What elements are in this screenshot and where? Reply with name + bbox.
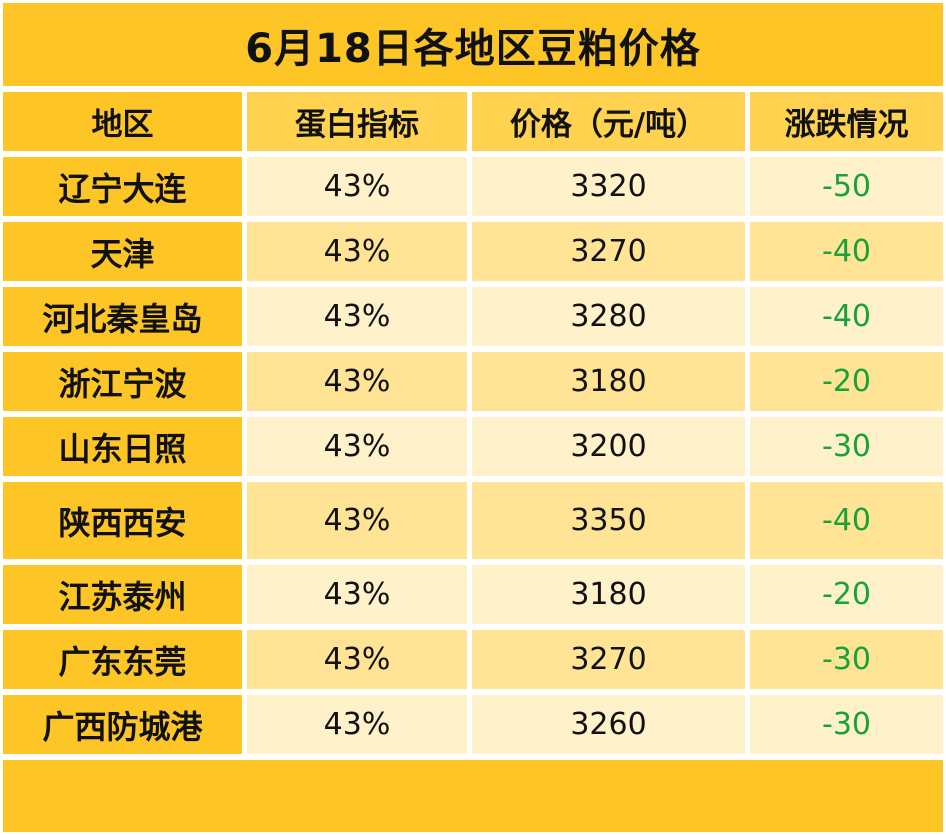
change-cell: -40 — [750, 287, 943, 346]
region-cell: 广西防城港 — [3, 695, 242, 754]
header-change: 涨跌情况 — [750, 92, 943, 151]
change-cell: -20 — [750, 352, 943, 411]
region-cell: 河北秦皇岛 — [3, 287, 242, 346]
price-cell: 3260 — [472, 695, 745, 754]
region-cell: 江苏泰州 — [3, 565, 242, 624]
protein-cell: 43% — [247, 417, 467, 476]
header-protein: 蛋白指标 — [247, 92, 467, 151]
protein-cell: 43% — [247, 695, 467, 754]
region-cell: 辽宁大连 — [3, 157, 242, 216]
change-cell: -40 — [750, 222, 943, 281]
header-price: 价格（元/吨） — [472, 92, 745, 151]
price-cell: 3320 — [472, 157, 745, 216]
change-cell: -20 — [750, 565, 943, 624]
protein-cell: 43% — [247, 565, 467, 624]
change-cell: -30 — [750, 630, 943, 689]
change-cell: -30 — [750, 417, 943, 476]
protein-cell: 43% — [247, 222, 467, 281]
protein-cell: 43% — [247, 482, 467, 559]
region-cell: 陕西西安 — [3, 482, 242, 559]
footer-bar — [3, 760, 943, 832]
price-cell: 3280 — [472, 287, 745, 346]
region-cell: 天津 — [3, 222, 242, 281]
price-cell: 3180 — [472, 565, 745, 624]
price-cell: 3350 — [472, 482, 745, 559]
protein-cell: 43% — [247, 287, 467, 346]
protein-cell: 43% — [247, 630, 467, 689]
change-cell: -40 — [750, 482, 943, 559]
table-title: 6月18日各地区豆粕价格 — [3, 3, 943, 86]
region-cell: 广东东莞 — [3, 630, 242, 689]
protein-cell: 43% — [247, 157, 467, 216]
price-cell: 3200 — [472, 417, 745, 476]
price-cell: 3180 — [472, 352, 745, 411]
protein-cell: 43% — [247, 352, 467, 411]
region-cell: 山东日照 — [3, 417, 242, 476]
change-cell: -50 — [750, 157, 943, 216]
price-cell: 3270 — [472, 630, 745, 689]
change-cell: -30 — [750, 695, 943, 754]
price-cell: 3270 — [472, 222, 745, 281]
header-region: 地区 — [3, 92, 242, 151]
region-cell: 浙江宁波 — [3, 352, 242, 411]
